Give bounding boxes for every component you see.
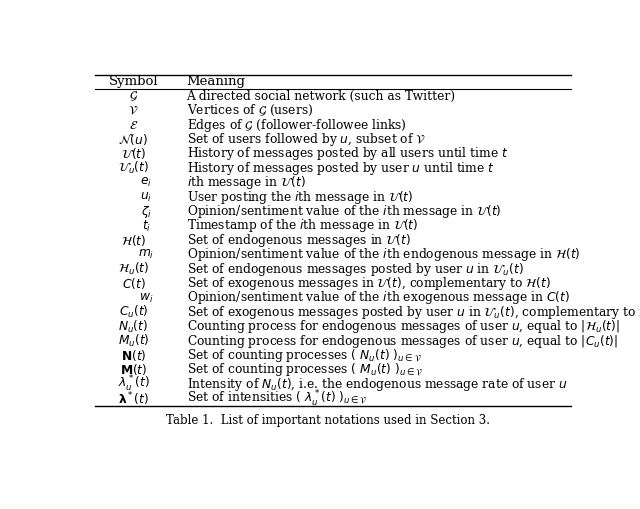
Text: $m_i$: $m_i$: [138, 248, 154, 261]
Text: $\lambda_u^*(t)$: $\lambda_u^*(t)$: [118, 374, 149, 394]
Text: $\mathcal{U}(t)$: $\mathcal{U}(t)$: [121, 147, 146, 161]
Text: Set of endogenous messages posted by user $u$ in $\mathcal{U}_u(t)$: Set of endogenous messages posted by use…: [186, 261, 524, 278]
Text: $\mathcal{U}_u(t)$: $\mathcal{U}_u(t)$: [118, 160, 149, 177]
Text: History of messages posted by user $u$ until time $t$: History of messages posted by user $u$ u…: [186, 160, 494, 177]
Text: Set of intensities $(\ \lambda_u^*(t)\ )_{u\in\mathcal{V}}$: Set of intensities $(\ \lambda_u^*(t)\ )…: [186, 389, 367, 409]
Text: Timestamp of the $i$th message in $\mathcal{U}(t)$: Timestamp of the $i$th message in $\math…: [186, 217, 418, 235]
Text: $\mathcal{H}(t)$: $\mathcal{H}(t)$: [121, 233, 146, 248]
Text: Edges of $\mathcal{G}$ (follower-followee links): Edges of $\mathcal{G}$ (follower-followe…: [186, 117, 406, 134]
Text: $\mathcal{G}$: $\mathcal{G}$: [129, 90, 138, 103]
Text: User posting the $i$th message in $\mathcal{U}(t)$: User posting the $i$th message in $\math…: [186, 189, 413, 206]
Text: Counting process for endogenous messages of user $u$, equal to $|C_u(t)|$: Counting process for endogenous messages…: [186, 333, 618, 350]
Text: $\mathbf{N}(t)$: $\mathbf{N}(t)$: [121, 348, 146, 363]
Text: Set of exogenous messages in $\mathcal{U}(t)$, complementary to $\mathcal{H}(t)$: Set of exogenous messages in $\mathcal{U…: [186, 275, 551, 292]
Text: Opinion/sentiment value of the $i$th endogenous message in $\mathcal{H}(t)$: Opinion/sentiment value of the $i$th end…: [186, 246, 580, 263]
Text: $i$th message in $\mathcal{U}(t)$: $i$th message in $\mathcal{U}(t)$: [186, 174, 305, 191]
Text: $C(t)$: $C(t)$: [122, 276, 145, 291]
Text: Opinion/sentiment value of the $i$th exogenous message in $C(t)$: Opinion/sentiment value of the $i$th exo…: [186, 290, 570, 306]
Text: $N_u(t)$: $N_u(t)$: [118, 319, 148, 335]
Text: $\zeta_i$: $\zeta_i$: [141, 204, 152, 219]
Text: $w_i$: $w_i$: [139, 292, 154, 304]
Text: $\mathcal{N}(u)$: $\mathcal{N}(u)$: [118, 132, 148, 147]
Text: Set of counting processes $(\ N_u(t)\ )_{u\in\mathcal{V}}$: Set of counting processes $(\ N_u(t)\ )_…: [186, 347, 422, 364]
Text: Vertices of $\mathcal{G}$ (users): Vertices of $\mathcal{G}$ (users): [186, 103, 313, 118]
Text: History of messages posted by all users until time $t$: History of messages posted by all users …: [186, 146, 508, 162]
Text: Set of users followed by $u$, subset of $\mathcal{V}$: Set of users followed by $u$, subset of …: [186, 131, 426, 148]
Text: Counting process for endogenous messages of user $u$, equal to $|\mathcal{H}_u(t: Counting process for endogenous messages…: [186, 318, 620, 335]
Text: Opinion/sentiment value of the $i$th message in $\mathcal{U}(t)$: Opinion/sentiment value of the $i$th mes…: [186, 203, 501, 220]
Text: Set of exogenous messages posted by user $u$ in $\mathcal{U}_u(t)$, complementar: Set of exogenous messages posted by user…: [186, 304, 640, 321]
Text: A directed social network (such as Twitter): A directed social network (such as Twitt…: [186, 90, 456, 103]
Text: $e_i$: $e_i$: [140, 176, 152, 189]
Text: $\mathbf{M}(t)$: $\mathbf{M}(t)$: [120, 362, 147, 378]
Text: $\boldsymbol{\lambda}^*(t)$: $\boldsymbol{\lambda}^*(t)$: [118, 390, 149, 408]
Text: $\mathcal{V}$: $\mathcal{V}$: [128, 104, 139, 117]
Text: $u_i$: $u_i$: [140, 191, 152, 204]
Text: Meaning: Meaning: [186, 75, 246, 89]
Text: Intensity of $N_u(t)$, i.e. the endogenous message rate of user $u$: Intensity of $N_u(t)$, i.e. the endogeno…: [186, 376, 567, 393]
Text: $C_u(t)$: $C_u(t)$: [118, 304, 148, 321]
Text: $t_i$: $t_i$: [141, 218, 151, 234]
Text: Symbol: Symbol: [109, 75, 158, 89]
Text: Set of counting processes $(\ M_u(t)\ )_{u\in\mathcal{V}}$: Set of counting processes $(\ M_u(t)\ )_…: [186, 361, 423, 379]
Text: $\mathcal{H}_u(t)$: $\mathcal{H}_u(t)$: [118, 261, 149, 277]
Text: Set of endogenous messages in $\mathcal{U}(t)$: Set of endogenous messages in $\mathcal{…: [186, 232, 410, 249]
Text: $\mathcal{E}$: $\mathcal{E}$: [129, 119, 138, 132]
Text: Table 1.  List of important notations used in Section 3.: Table 1. List of important notations use…: [166, 414, 490, 428]
Text: $M_u(t)$: $M_u(t)$: [118, 333, 149, 349]
